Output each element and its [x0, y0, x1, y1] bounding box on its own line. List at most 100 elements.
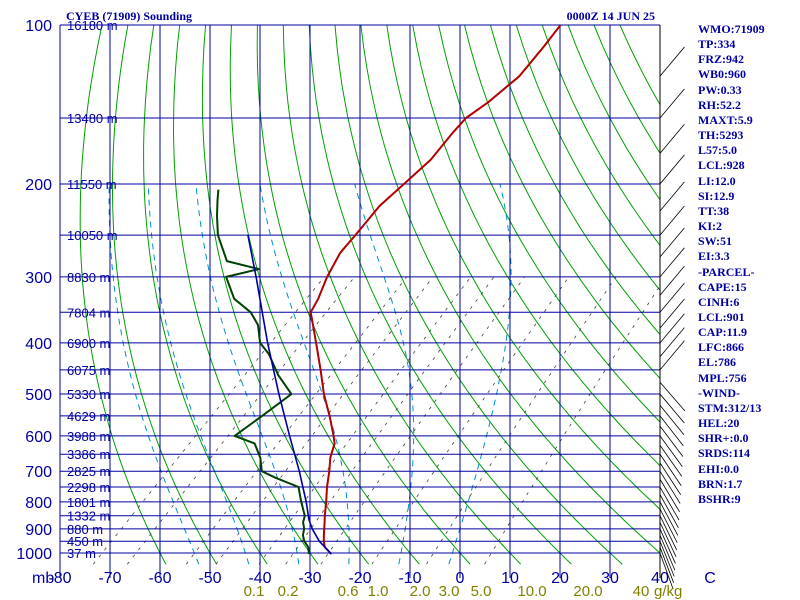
- sounding-index-item: EI:3.3: [698, 249, 730, 264]
- dry-adiabat-line: [334, 25, 623, 565]
- height-label: 13480 m: [67, 111, 118, 126]
- sounding-index-item: -PARCEL-: [698, 264, 755, 279]
- sounding-index-item: -WIND-: [698, 385, 740, 400]
- wind-barb: [659, 313, 685, 344]
- pressure-unit-label: mb: [32, 570, 54, 587]
- mixing-ratio-line: [215, 276, 434, 565]
- mixing-ratio-label: 2.0: [410, 583, 431, 600]
- height-label: 2825 m: [67, 464, 110, 479]
- sounding-index-item: EL:786: [698, 355, 737, 370]
- moist-adiabat-line: [259, 183, 350, 565]
- mixing-ratio-label: 5.0: [471, 583, 492, 600]
- wind-barb: [659, 528, 676, 564]
- sounding-index-item: TP:334: [698, 37, 736, 52]
- sounding-index-item: KI:2: [698, 219, 722, 234]
- moist-adiabat-line: [108, 183, 200, 565]
- temperature-tick-label: 30: [601, 570, 619, 587]
- temperature-tick-label: 40: [651, 570, 669, 587]
- height-label: 1332 m: [67, 509, 110, 524]
- wind-barb: [659, 508, 678, 543]
- wind-barb: [659, 404, 685, 436]
- sounding-index-item: LFC:866: [698, 340, 744, 355]
- sounding-index-item: SW:51: [698, 234, 733, 249]
- wind-barb: [659, 123, 685, 154]
- wind-barb: [659, 552, 674, 589]
- sounding-index-item: FRZ:942: [698, 52, 744, 67]
- wind-barb: [659, 534, 676, 571]
- dry-adiabat-line: [464, 25, 660, 380]
- sounding-index-item: SI:12.9: [698, 188, 735, 203]
- height-label: 1801 m: [67, 495, 110, 510]
- pressure-tick-label: 600: [25, 429, 52, 446]
- dry-adiabat-line: [229, 25, 420, 565]
- pressure-tick-label: 400: [25, 336, 52, 353]
- chart-time-label: 0000Z 14 JUN 25: [567, 9, 655, 23]
- wind-barb: [659, 547, 674, 583]
- sounding-index-item: PW:0.33: [698, 82, 742, 97]
- temperature-tick-label: -80: [48, 570, 71, 587]
- mixing-ratio-line: [185, 276, 408, 565]
- sounding-index-item: LI:12.0: [698, 173, 736, 188]
- mixing-ratio-label: 3.0: [439, 583, 460, 600]
- wind-barb: [659, 541, 675, 577]
- pressure-tick-label: 700: [25, 464, 52, 481]
- sounding-index-item: LCL:901: [698, 309, 745, 324]
- wind-barb: [659, 46, 685, 77]
- mixing-ratio-label: 1.0: [368, 583, 389, 600]
- temperature-tick-label: 0: [456, 570, 465, 587]
- wind-barb: [659, 247, 685, 278]
- wind-barb: [659, 181, 685, 212]
- mixing-ratio-label: 40: [633, 583, 650, 600]
- wind-barb: [659, 340, 685, 371]
- mixing-ratio-label: 20.0: [573, 583, 602, 600]
- sounding-index-item: SRDS:114: [698, 446, 751, 461]
- height-label: 6900 m: [67, 336, 110, 351]
- temperature-tick-label: -30: [298, 570, 321, 587]
- sounding-index-item: WMO:71909: [698, 22, 765, 36]
- mixing-ratio-line: [92, 276, 325, 565]
- sounding-index-item: HEL:20: [698, 416, 740, 431]
- mixing-ratio-unit-label: g/kg: [654, 583, 682, 600]
- temperature-tick-label: 10: [501, 570, 519, 587]
- dry-adiabat-line: [489, 25, 660, 336]
- sounding-index-item: SHR+:0.0: [698, 431, 749, 446]
- wind-barb: [659, 501, 679, 536]
- dry-adiabat-line: [541, 25, 660, 247]
- mixing-ratio-line: [126, 276, 355, 565]
- sounding-index-item: MPL:756: [698, 370, 747, 385]
- wind-barb: [659, 453, 682, 486]
- wind-barb: [659, 515, 678, 551]
- temperature-tick-label: -50: [198, 570, 221, 587]
- wind-barb: [659, 435, 683, 467]
- temperature-tick-label: -60: [148, 570, 171, 587]
- wind-barb: [659, 462, 682, 495]
- sounding-index-item: EHI:0.0: [698, 461, 740, 476]
- height-label: 2298 m: [67, 480, 110, 495]
- temperature-tick-label: -10: [398, 570, 421, 587]
- sounding-index-item: TT:38: [698, 203, 730, 218]
- temperature-tick-label: -40: [248, 570, 271, 587]
- wind-barb: [659, 382, 686, 412]
- pressure-tick-label: 1000: [16, 546, 52, 563]
- wind-barb: [659, 154, 685, 185]
- wind-barb: [659, 205, 685, 236]
- wind-barb: [659, 298, 685, 329]
- sounding-index-item: MAXT:5.9: [698, 112, 753, 127]
- sounding-index-item: WB0:960: [698, 67, 746, 82]
- dewpoint-profile-line: [216, 189, 310, 555]
- moist-adiabat-line: [195, 183, 300, 565]
- sounding-index-item: RH:52.2: [698, 97, 741, 112]
- sounding-index-item: TH:5293: [698, 128, 744, 143]
- parcel-profile-line: [247, 234, 332, 555]
- wind-barb: [659, 393, 685, 424]
- temperature-profile-line: [309, 25, 562, 555]
- sounding-index-item: BSHR:9: [698, 491, 741, 506]
- sounding-index-item: CINH:6: [698, 294, 740, 309]
- pressure-tick-label: 500: [25, 387, 52, 404]
- height-label: 450 m: [67, 534, 103, 549]
- pressure-tick-label: 300: [25, 270, 52, 287]
- sounding-index-item: CAP:11.9: [698, 325, 747, 340]
- dry-adiabat-line: [112, 25, 218, 565]
- height-label: 5330 m: [67, 387, 110, 402]
